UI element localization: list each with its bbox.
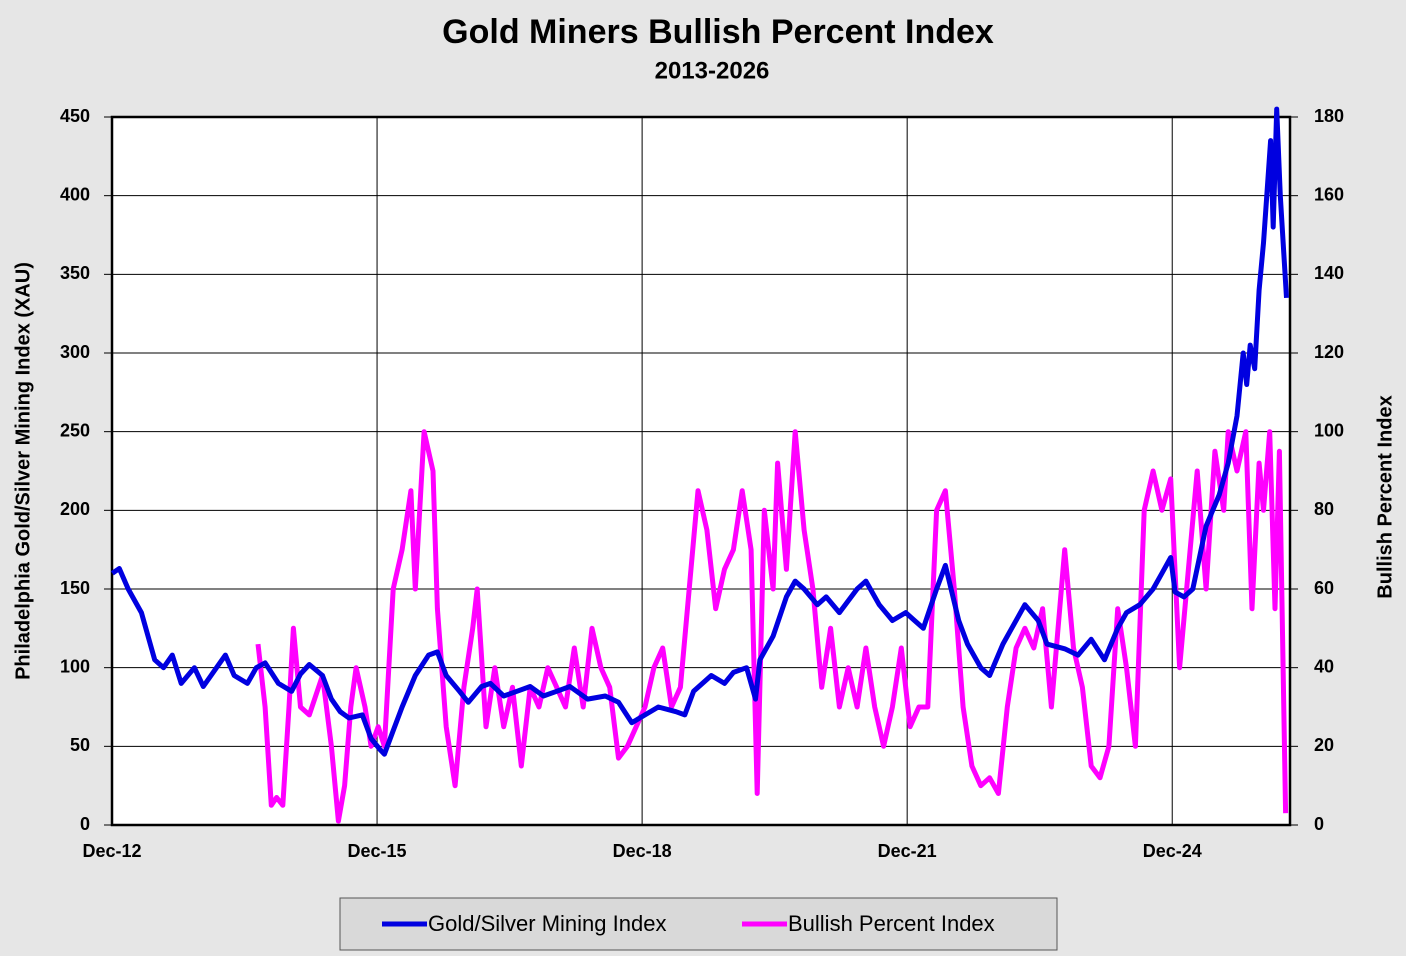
y2-tick-label: 120: [1314, 342, 1344, 362]
y2-axis-label: Bullish Percent Index: [1374, 395, 1396, 598]
y-tick-label: 100: [60, 656, 90, 676]
y-tick-label: 250: [60, 420, 90, 440]
x-tick-label: Dec-15: [348, 841, 407, 861]
y-tick-label: 50: [70, 735, 90, 755]
y-tick-label: 450: [60, 106, 90, 126]
y2-tick-label: 0: [1314, 814, 1324, 834]
y-axis-label: Philadelphia Gold/Silver Mining Index (X…: [12, 262, 34, 680]
y2-tick-label: 40: [1314, 656, 1334, 676]
y-tick-label: 150: [60, 578, 90, 598]
x-tick-label: Dec-24: [1143, 841, 1202, 861]
line-series: [255, 429, 1289, 824]
chart-title: Gold Miners Bullish Percent Index: [442, 13, 994, 51]
y-tick-label: 350: [60, 263, 90, 283]
y2-tick-label: 140: [1314, 263, 1344, 283]
y2-tick-label: 180: [1314, 106, 1344, 126]
plot-area: [112, 117, 1290, 825]
x-tick-label: Dec-18: [613, 841, 672, 861]
plot-border: [110, 115, 1292, 827]
legend: [339, 897, 1058, 951]
x-tick-label: Dec-12: [82, 841, 141, 861]
y-tick-label: 200: [60, 499, 90, 519]
y-tick-label: 0: [80, 814, 90, 834]
y-tick-label: 400: [60, 184, 90, 204]
x-tick-label: Dec-21: [878, 841, 937, 861]
y2-tick-label: 160: [1314, 184, 1344, 204]
y-tick-label: 300: [60, 342, 90, 362]
chart-subtitle: 2013-2026: [655, 57, 770, 84]
y2-tick-label: 20: [1314, 735, 1334, 755]
legend-label: Gold/Silver Mining Index: [428, 911, 666, 936]
y2-tick-label: 80: [1314, 499, 1334, 519]
line-series: [110, 106, 1289, 757]
y2-tick-label: 60: [1314, 578, 1334, 598]
legend-label: Bullish Percent Index: [788, 911, 995, 936]
y2-tick-label: 100: [1314, 420, 1344, 440]
